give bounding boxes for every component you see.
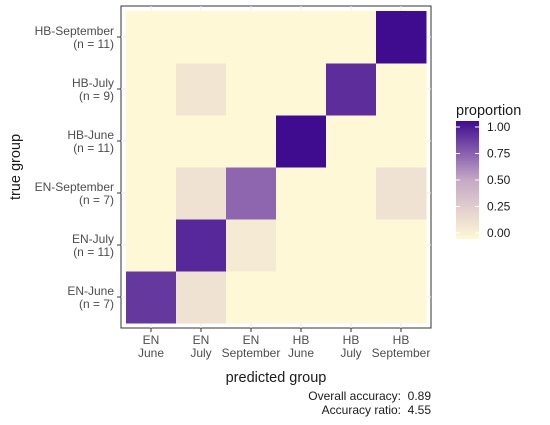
heatmap-cell bbox=[376, 63, 427, 116]
y-tick-label: HB-June bbox=[67, 128, 114, 142]
y-axis-title: true group bbox=[8, 134, 24, 200]
legend-title: proportion bbox=[456, 103, 521, 119]
x-tick-label: September bbox=[222, 346, 281, 360]
heatmap-cells bbox=[126, 11, 427, 324]
heatmap-cell bbox=[176, 63, 227, 116]
heatmap-cell bbox=[176, 115, 227, 168]
x-tick-label: July bbox=[340, 346, 361, 360]
x-tick-label: HB bbox=[393, 333, 410, 347]
y-tick-label: (n = 11) bbox=[73, 141, 114, 155]
heatmap-cell bbox=[226, 115, 277, 168]
heatmap-cell bbox=[376, 115, 427, 168]
y-tick-label: EN-June bbox=[67, 284, 114, 298]
x-tick-label: June bbox=[138, 346, 164, 360]
y-tick-label: HB-September bbox=[35, 24, 114, 38]
heatmap-cell bbox=[126, 271, 177, 324]
heatmap-cell bbox=[226, 63, 277, 116]
heatmap-cell bbox=[226, 271, 277, 324]
heatmap-cell bbox=[176, 11, 227, 64]
heatmap-cell bbox=[126, 219, 177, 272]
heatmap-cell bbox=[276, 271, 327, 324]
heatmap-cell bbox=[226, 11, 277, 64]
legend-tick-label: 0.25 bbox=[487, 200, 511, 214]
heatmap-cell bbox=[276, 167, 327, 220]
heatmap-cell bbox=[376, 219, 427, 272]
heatmap-cell bbox=[126, 63, 177, 116]
heatmap-cell bbox=[126, 115, 177, 168]
x-tick-label: EN bbox=[193, 333, 210, 347]
legend-tick-label: 1.00 bbox=[487, 120, 511, 134]
heatmap-cell bbox=[226, 219, 277, 272]
heatmap-cell bbox=[176, 219, 227, 272]
y-tick-label: (n = 11) bbox=[73, 37, 114, 51]
x-tick-label: HB bbox=[293, 333, 310, 347]
y-tick-labels: EN-June(n = 7)EN-July(n = 11)EN-Septembe… bbox=[35, 24, 121, 311]
x-tick-label: June bbox=[288, 346, 314, 360]
y-tick-label: (n = 11) bbox=[73, 245, 114, 259]
x-tick-label: September bbox=[372, 346, 431, 360]
heatmap-cell bbox=[176, 167, 227, 220]
legend-tick-label: 0.75 bbox=[487, 147, 511, 161]
x-tick-label: EN bbox=[143, 333, 160, 347]
accuracy-label: Overall accuracy: bbox=[308, 389, 401, 403]
heatmap-cell bbox=[276, 115, 327, 168]
heatmap-cell bbox=[126, 167, 177, 220]
heatmap-cell bbox=[376, 271, 427, 324]
heatmap-cell bbox=[326, 11, 377, 64]
y-tick-label: (n = 7) bbox=[79, 297, 114, 311]
heatmap-cell bbox=[176, 271, 227, 324]
heatmap-cell bbox=[326, 167, 377, 220]
legend-colorbar bbox=[456, 121, 479, 239]
ratio-value: 4.55 bbox=[408, 403, 432, 417]
legend-tick-label: 0.00 bbox=[487, 226, 511, 240]
y-tick-label: EN-September bbox=[35, 180, 114, 194]
ratio-label: Accuracy ratio: bbox=[322, 403, 401, 417]
legend-tick-label: 0.50 bbox=[487, 173, 511, 187]
legend-ticks: 0.00 0.25 0.50 0.75 1.00 bbox=[456, 120, 511, 240]
heatmap-cell bbox=[126, 11, 177, 64]
y-tick-label: EN-July bbox=[72, 232, 114, 246]
y-tick-label: (n = 9) bbox=[79, 89, 114, 103]
x-tick-label: EN bbox=[243, 333, 260, 347]
heatmap-cell bbox=[326, 115, 377, 168]
x-axis-title: predicted group bbox=[226, 370, 327, 386]
y-tick-label: (n = 7) bbox=[79, 193, 114, 207]
x-tick-label: HB bbox=[343, 333, 360, 347]
heatmap-cell bbox=[276, 11, 327, 64]
heatmap-cell bbox=[326, 271, 377, 324]
heatmap-cell bbox=[376, 11, 427, 64]
y-tick-label: HB-July bbox=[72, 76, 114, 90]
heatmap-cell bbox=[226, 167, 277, 220]
heatmap-cell bbox=[276, 219, 327, 272]
heatmap-cell bbox=[326, 219, 377, 272]
x-tick-label: July bbox=[190, 346, 211, 360]
accuracy-value: 0.89 bbox=[408, 389, 432, 403]
heatmap-cell bbox=[276, 63, 327, 116]
heatmap-cell bbox=[326, 63, 377, 116]
x-tick-labels: ENJuneENJulyENSeptemberHBJuneHBJulyHBSep… bbox=[138, 328, 430, 360]
heatmap-cell bbox=[376, 167, 427, 220]
